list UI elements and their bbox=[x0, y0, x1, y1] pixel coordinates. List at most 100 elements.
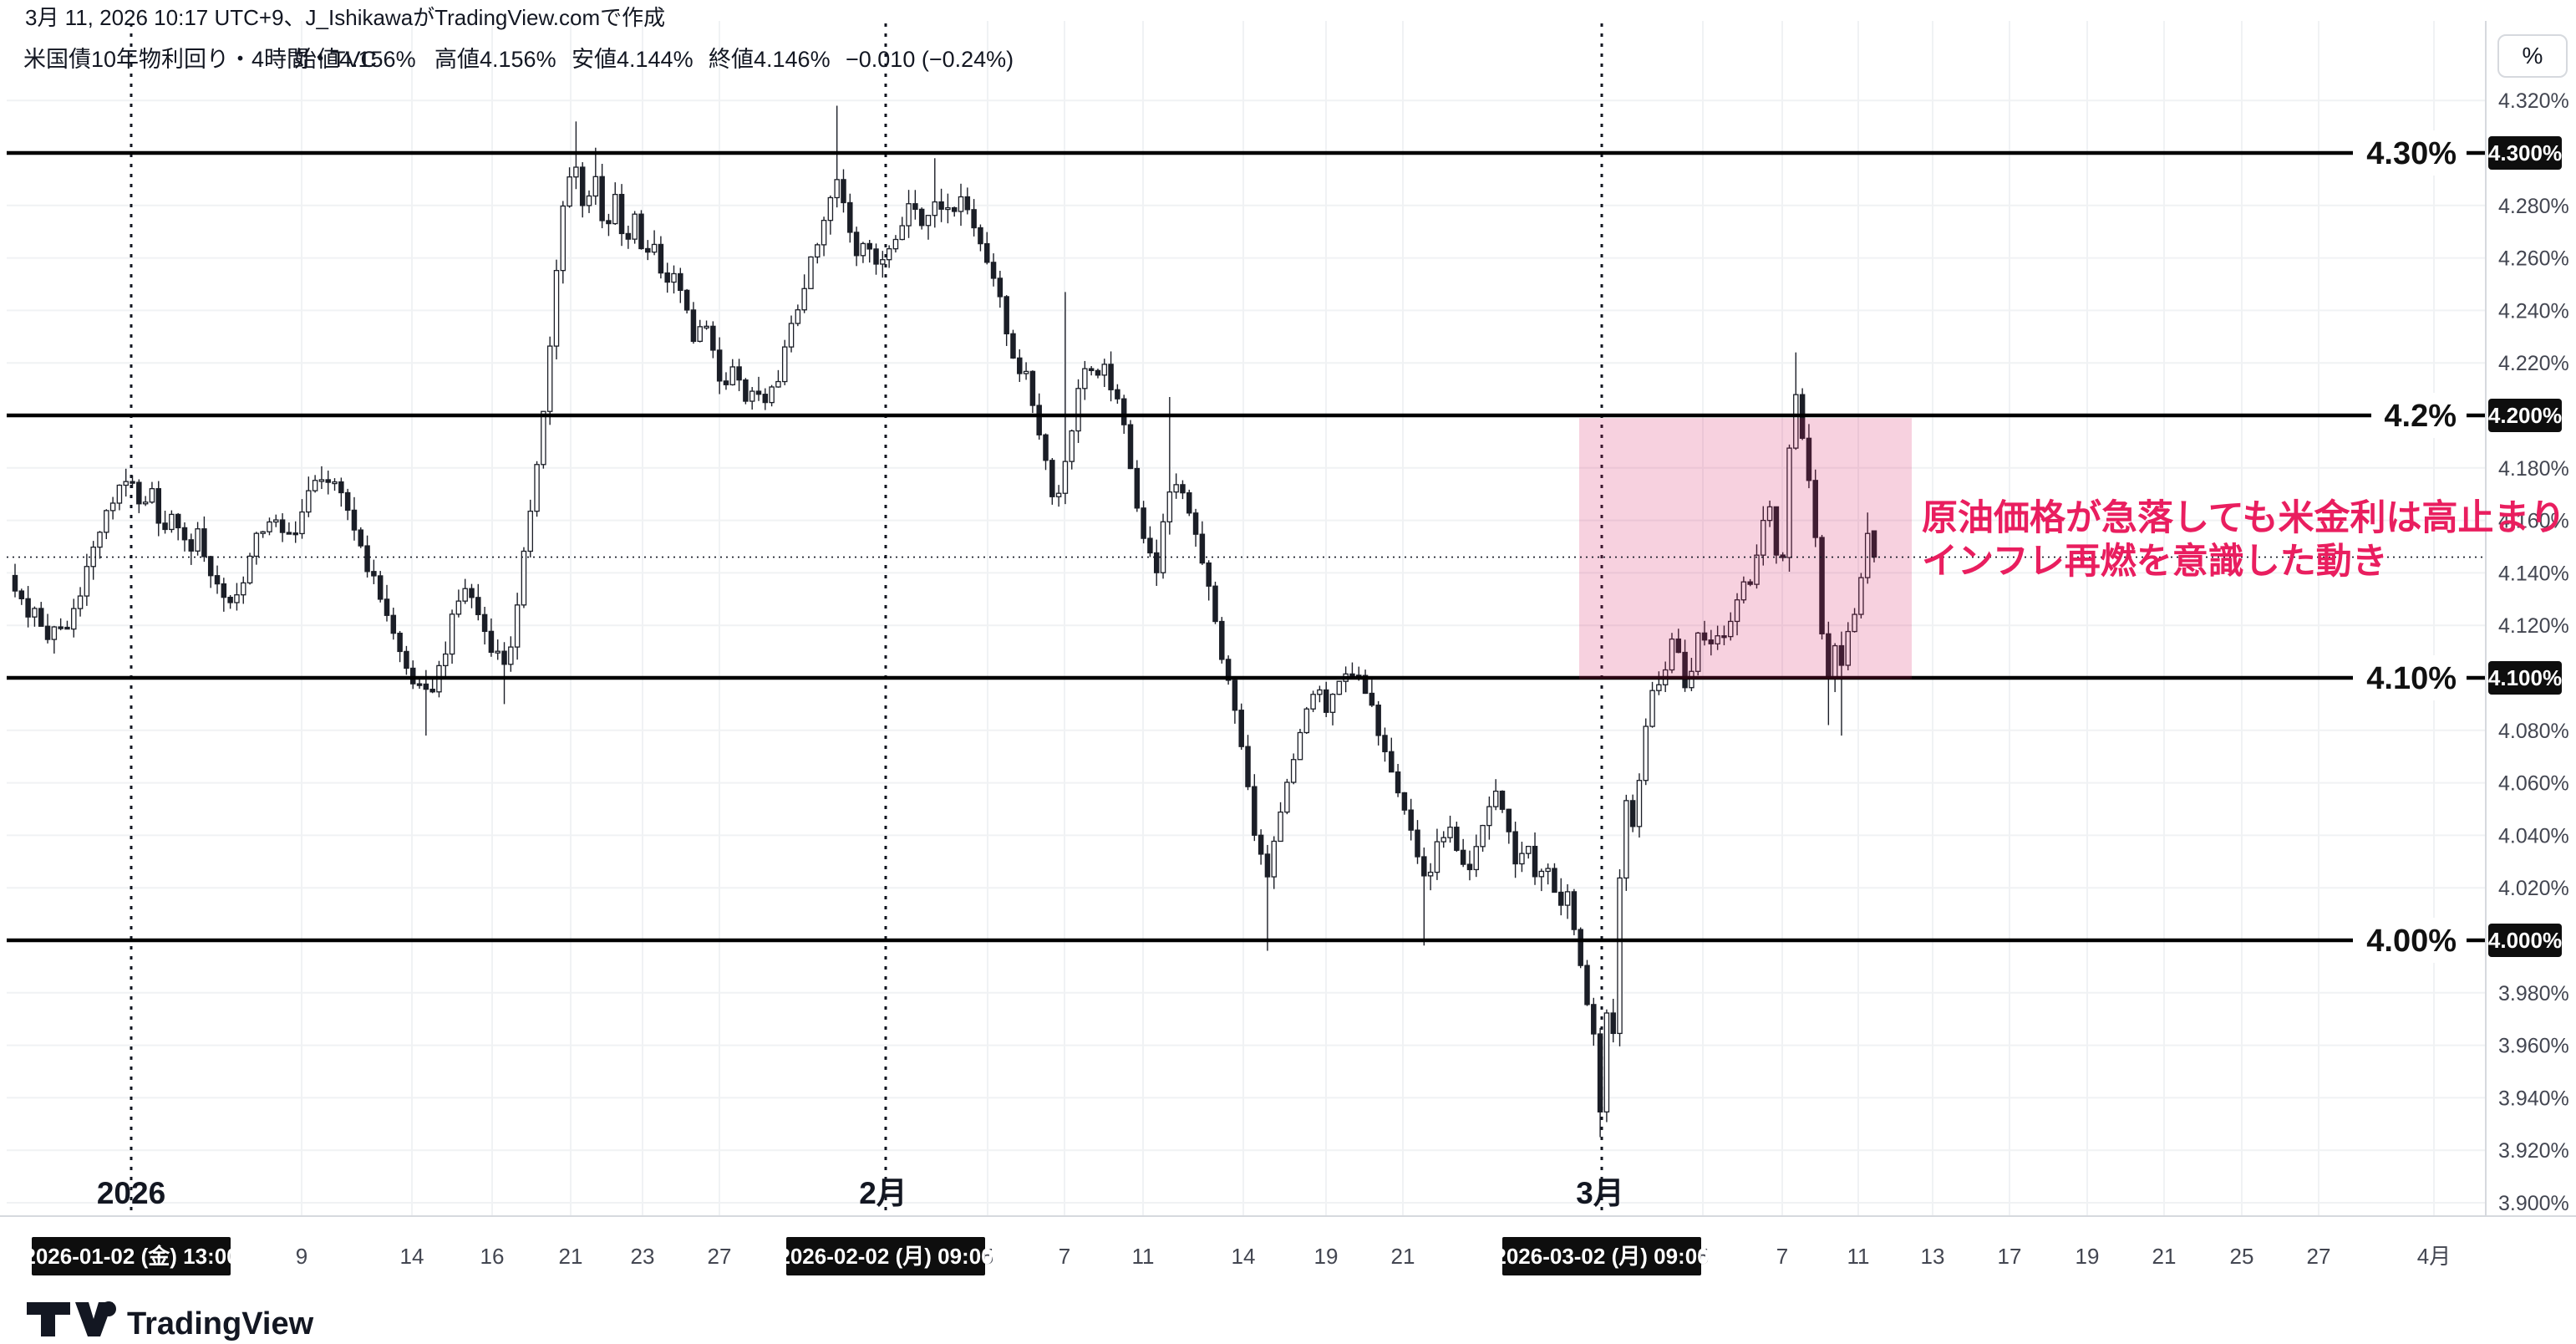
candle-down bbox=[1238, 710, 1244, 747]
tradingview-logomark-icon bbox=[27, 1301, 116, 1336]
candle-down bbox=[1323, 689, 1329, 713]
candle-down bbox=[1773, 506, 1780, 556]
candle-down bbox=[638, 213, 644, 250]
level-label: 4.30% bbox=[2366, 136, 2457, 171]
candle-down bbox=[683, 289, 690, 311]
price-axis-label: 3.980% bbox=[2498, 982, 2569, 1005]
candle-down bbox=[1708, 639, 1715, 644]
candle-up bbox=[534, 464, 540, 512]
candle-down bbox=[1003, 296, 1009, 334]
tradingview-logo[interactable]: TradingView bbox=[27, 1301, 314, 1341]
candle-down bbox=[716, 349, 723, 382]
candle-down bbox=[971, 209, 977, 229]
candle-down bbox=[397, 632, 403, 653]
candle-down bbox=[983, 242, 990, 263]
price-axis-highlight-label: 4.100% bbox=[2488, 665, 2562, 690]
candle-up bbox=[541, 410, 546, 466]
candlestick-series bbox=[12, 105, 1877, 1138]
candle-down bbox=[1819, 537, 1825, 634]
time-axis-label: 7 bbox=[1059, 1244, 1070, 1269]
candle-up bbox=[1852, 613, 1857, 633]
candle-up bbox=[273, 519, 279, 523]
candle-down bbox=[38, 608, 44, 627]
candle-up bbox=[886, 248, 892, 261]
candle-down bbox=[1721, 635, 1727, 639]
candle-up bbox=[234, 594, 240, 603]
candle-down bbox=[1401, 792, 1408, 811]
high-value: 高値4.156% bbox=[434, 47, 556, 72]
candle-down bbox=[1088, 368, 1095, 372]
candle-down bbox=[1512, 831, 1518, 865]
candle-down bbox=[429, 688, 435, 693]
time-axis-label: 19 bbox=[2076, 1244, 2100, 1269]
candle-down bbox=[1043, 434, 1049, 461]
price-axis[interactable]: 4.320% 4.300% 4.280% 4.260% 4.240% 4.220% 4.20… bbox=[2488, 89, 2569, 1215]
candle-down bbox=[201, 528, 207, 557]
candle-up bbox=[1173, 484, 1179, 493]
time-axis-label: 21 bbox=[2152, 1244, 2177, 1269]
candle-down bbox=[853, 232, 860, 257]
candle-up bbox=[1623, 800, 1629, 879]
candle-up bbox=[860, 242, 866, 257]
candle-down bbox=[1466, 863, 1473, 871]
time-axis-label: 9 bbox=[296, 1244, 307, 1269]
candle-up bbox=[612, 193, 618, 225]
candle-down bbox=[58, 626, 64, 629]
level-label-bg bbox=[2353, 655, 2467, 700]
candle-up bbox=[521, 550, 527, 606]
candle-up bbox=[1669, 638, 1675, 671]
candle-down bbox=[1629, 800, 1636, 827]
candle-up bbox=[880, 259, 886, 265]
candle-down bbox=[866, 242, 872, 250]
candle-up bbox=[104, 510, 109, 533]
candle-down bbox=[488, 630, 495, 654]
candle-up bbox=[795, 309, 801, 324]
candle-down bbox=[710, 325, 716, 351]
candle-down bbox=[475, 597, 481, 615]
candle-up bbox=[1317, 689, 1323, 695]
price-axis-label: 4.280% bbox=[2498, 195, 2569, 218]
candle-up bbox=[1473, 846, 1480, 871]
candle-up bbox=[1643, 725, 1649, 781]
price-axis-highlight-label: 4.200% bbox=[2488, 403, 2562, 428]
candle-up bbox=[1864, 532, 1871, 578]
candle-down bbox=[214, 575, 221, 585]
candle-up bbox=[1440, 837, 1446, 843]
candle-down bbox=[1115, 389, 1120, 400]
candle-down bbox=[762, 394, 769, 404]
candle-down bbox=[1362, 675, 1369, 695]
candle-up bbox=[1603, 1012, 1610, 1112]
candle-up bbox=[632, 213, 638, 240]
candle-down bbox=[377, 575, 384, 600]
candle-down bbox=[1153, 552, 1160, 573]
price-axis-label: 4.120% bbox=[2498, 614, 2569, 638]
candle-down bbox=[416, 683, 423, 686]
candle-up bbox=[1766, 506, 1773, 522]
candle-down bbox=[664, 272, 670, 283]
price-axis-highlight-box bbox=[2488, 661, 2562, 695]
candle-down bbox=[292, 532, 298, 536]
candle-up bbox=[1303, 708, 1310, 734]
candle-down bbox=[625, 232, 632, 240]
percent-unit-label: % bbox=[2523, 43, 2543, 69]
candle-up bbox=[1480, 824, 1486, 848]
price-axis-unit-button[interactable]: % bbox=[2497, 34, 2568, 78]
candle-up bbox=[899, 225, 906, 241]
candle-up bbox=[781, 346, 788, 383]
candle-up bbox=[514, 604, 521, 648]
candle-down bbox=[351, 509, 358, 531]
time-axis[interactable]: 9 14 16 21 23 27 5 7 11 14 19 21 5 7 11 13 17 19 21 25 27 4月2… bbox=[23, 1176, 2451, 1275]
candle-down bbox=[64, 626, 70, 630]
candle-up bbox=[1082, 368, 1088, 389]
candle-up bbox=[142, 501, 149, 505]
candle-up bbox=[443, 653, 449, 667]
candle-up bbox=[1519, 853, 1525, 865]
candle-up bbox=[1310, 694, 1316, 710]
candle-up bbox=[1793, 394, 1799, 449]
price-axis-label: 4.180% bbox=[2498, 457, 2569, 481]
candle-down bbox=[978, 227, 983, 245]
candle-up bbox=[704, 325, 709, 328]
candle-down bbox=[1682, 651, 1688, 689]
